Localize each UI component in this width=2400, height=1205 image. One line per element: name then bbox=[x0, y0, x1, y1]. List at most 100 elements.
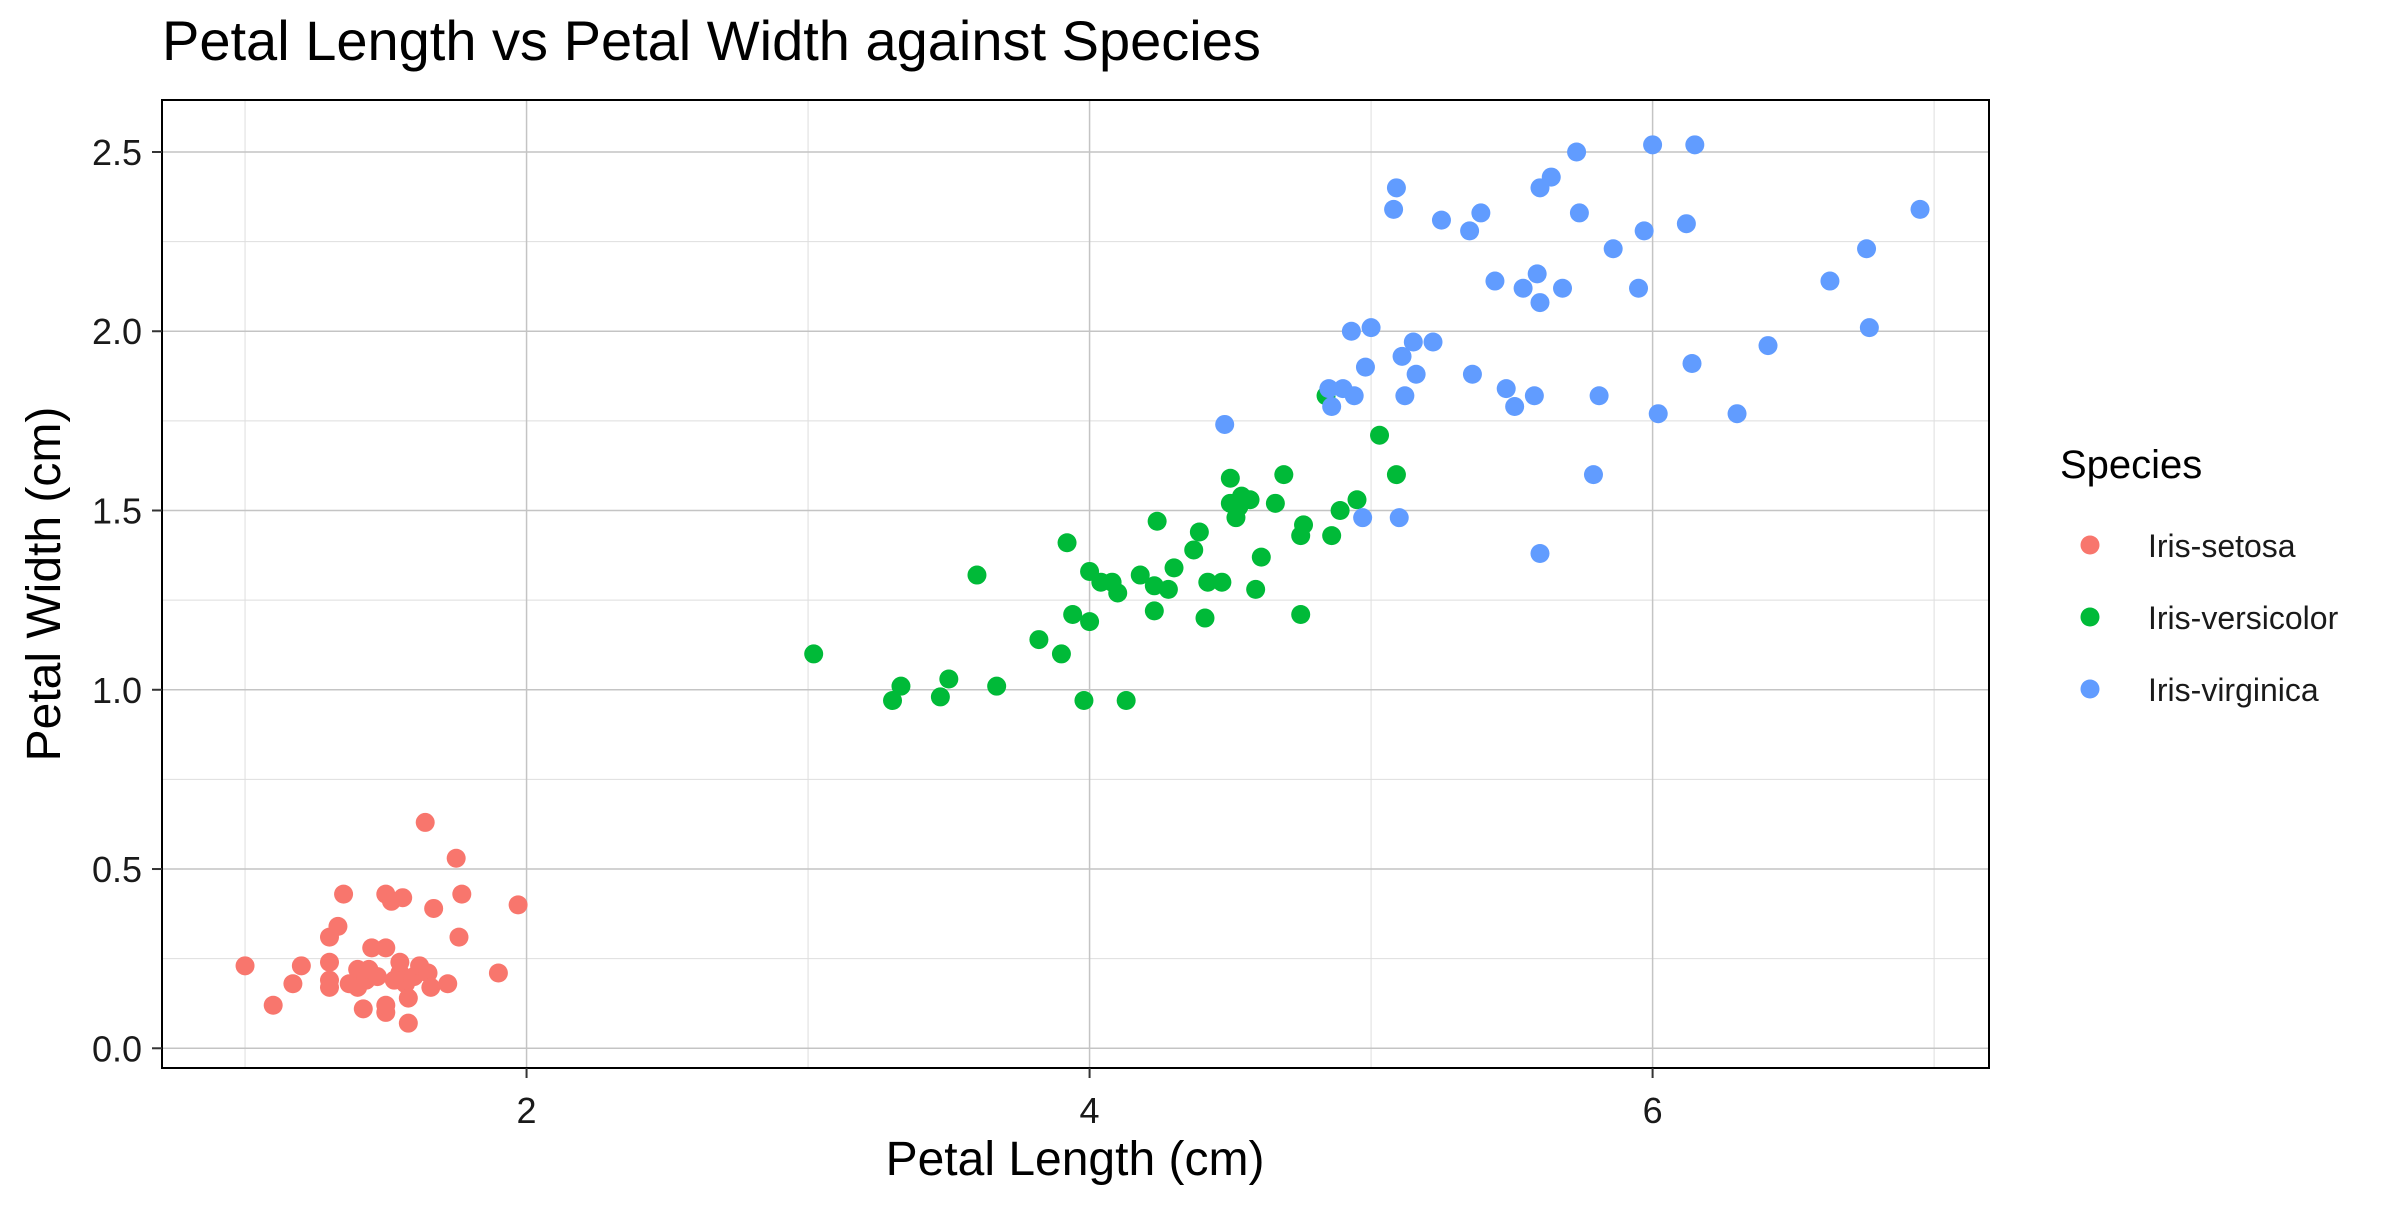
data-point bbox=[1116, 691, 1136, 711]
data-point bbox=[1589, 386, 1609, 406]
data-point bbox=[1462, 364, 1482, 384]
data-point bbox=[1395, 386, 1415, 406]
data-point bbox=[1051, 644, 1071, 664]
data-point bbox=[1392, 346, 1412, 366]
data-point bbox=[1820, 271, 1840, 291]
data-point bbox=[1063, 604, 1083, 624]
data-point bbox=[362, 938, 382, 958]
data-point bbox=[1648, 404, 1668, 424]
data-point bbox=[930, 687, 950, 707]
data-point bbox=[1386, 178, 1406, 198]
data-point bbox=[1567, 142, 1587, 162]
data-point bbox=[1164, 558, 1184, 578]
data-point bbox=[1505, 397, 1525, 417]
chart-title: Petal Length vs Petal Width against Spec… bbox=[162, 9, 1261, 72]
plot-panel-border bbox=[161, 99, 1990, 1069]
major-gridlines bbox=[162, 100, 1989, 1068]
legend-key bbox=[2080, 679, 2100, 699]
y-tick-label: 2.0 bbox=[92, 311, 142, 352]
data-point bbox=[1530, 293, 1550, 313]
legend-label: Iris-virginica bbox=[2148, 672, 2319, 708]
data-point bbox=[319, 970, 339, 990]
data-point bbox=[438, 974, 458, 994]
x-axis: 2 4 6 bbox=[517, 1068, 1663, 1131]
data-point bbox=[1189, 522, 1209, 542]
data-point bbox=[1322, 526, 1342, 546]
data-point bbox=[418, 963, 438, 983]
data-point bbox=[804, 644, 824, 664]
legend: Species Iris-setosa Iris-versicolor Iris-v… bbox=[2060, 443, 2339, 708]
data-point bbox=[1330, 501, 1350, 521]
data-point bbox=[1384, 199, 1404, 219]
data-point bbox=[1603, 239, 1623, 259]
legend-label: Iris-setosa bbox=[2148, 528, 2296, 564]
data-point bbox=[1080, 612, 1100, 632]
data-point bbox=[1643, 135, 1663, 155]
data-point bbox=[424, 898, 444, 918]
data-point bbox=[1857, 239, 1877, 259]
data-point bbox=[1389, 508, 1409, 528]
data-point bbox=[1319, 379, 1339, 399]
data-point bbox=[415, 812, 435, 832]
data-point bbox=[1406, 364, 1426, 384]
data-point bbox=[1353, 508, 1373, 528]
legend-key bbox=[2080, 607, 2100, 627]
data-point bbox=[1629, 278, 1649, 298]
data-point bbox=[1057, 533, 1077, 553]
data-point bbox=[1265, 493, 1285, 513]
data-point bbox=[376, 995, 396, 1015]
data-point bbox=[1195, 608, 1215, 628]
data-point bbox=[1403, 332, 1423, 352]
data-point bbox=[1513, 278, 1533, 298]
y-tick-label: 0.0 bbox=[92, 1028, 142, 1069]
y-tick-label: 0.5 bbox=[92, 849, 142, 890]
data-point bbox=[1460, 221, 1480, 241]
y-axis: 0.0 0.5 1.0 1.5 2.0 2.5 bbox=[92, 132, 162, 1069]
data-point bbox=[1274, 465, 1294, 485]
data-point bbox=[390, 952, 410, 972]
data-point bbox=[1347, 490, 1367, 510]
legend-key bbox=[2080, 535, 2100, 555]
x-tick-label: 4 bbox=[1080, 1090, 1100, 1131]
data-point bbox=[883, 691, 903, 711]
x-axis-label: Petal Length (cm) bbox=[886, 1133, 1265, 1186]
data-point bbox=[1344, 386, 1364, 406]
data-point bbox=[1322, 397, 1342, 417]
data-point bbox=[1240, 490, 1260, 510]
data-point bbox=[398, 1013, 418, 1033]
data-point bbox=[1524, 386, 1544, 406]
data-point bbox=[1485, 271, 1505, 291]
data-point bbox=[1184, 540, 1204, 560]
data-point bbox=[1029, 630, 1049, 650]
data-point bbox=[967, 565, 987, 585]
legend-label: Iris-versicolor bbox=[2148, 600, 2339, 636]
data-point bbox=[1634, 221, 1654, 241]
data-point bbox=[1569, 203, 1589, 223]
data-point bbox=[263, 995, 283, 1015]
data-point bbox=[1370, 425, 1390, 445]
data-point bbox=[1758, 336, 1778, 356]
data-point bbox=[393, 888, 413, 908]
data-point bbox=[1361, 318, 1381, 338]
data-point bbox=[376, 938, 396, 958]
data-point bbox=[1727, 404, 1747, 424]
data-point bbox=[1246, 579, 1266, 599]
data-point bbox=[1144, 601, 1164, 621]
data-point bbox=[1158, 579, 1178, 599]
data-point bbox=[334, 884, 354, 904]
data-point bbox=[1496, 379, 1516, 399]
data-point bbox=[291, 956, 311, 976]
data-point bbox=[1251, 547, 1271, 567]
data-point bbox=[1431, 210, 1451, 230]
data-point bbox=[353, 999, 373, 1019]
data-point bbox=[384, 970, 404, 990]
data-point bbox=[1147, 511, 1167, 531]
data-point bbox=[1676, 214, 1696, 234]
data-point bbox=[235, 956, 255, 976]
data-point bbox=[1108, 583, 1128, 603]
data-point bbox=[939, 669, 959, 689]
data-point bbox=[283, 974, 303, 994]
minor-gridlines bbox=[162, 100, 1989, 1068]
